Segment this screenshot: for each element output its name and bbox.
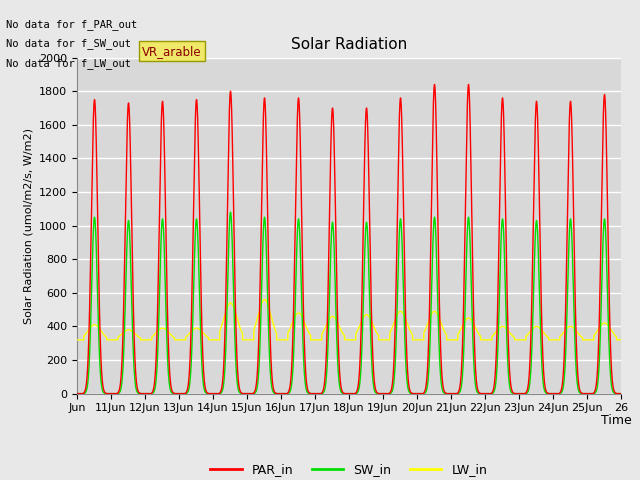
Title: Solar Radiation: Solar Radiation bbox=[291, 37, 407, 52]
Text: No data for f_SW_out: No data for f_SW_out bbox=[6, 38, 131, 49]
Text: No data for f_LW_out: No data for f_LW_out bbox=[6, 58, 131, 69]
Text: No data for f_PAR_out: No data for f_PAR_out bbox=[6, 19, 138, 30]
Y-axis label: Solar Radiation (umol/m2/s, W/m2): Solar Radiation (umol/m2/s, W/m2) bbox=[24, 128, 33, 324]
Legend: PAR_in, SW_in, LW_in: PAR_in, SW_in, LW_in bbox=[205, 458, 492, 480]
X-axis label: Time: Time bbox=[601, 414, 632, 427]
Text: VR_arable: VR_arable bbox=[142, 45, 202, 58]
